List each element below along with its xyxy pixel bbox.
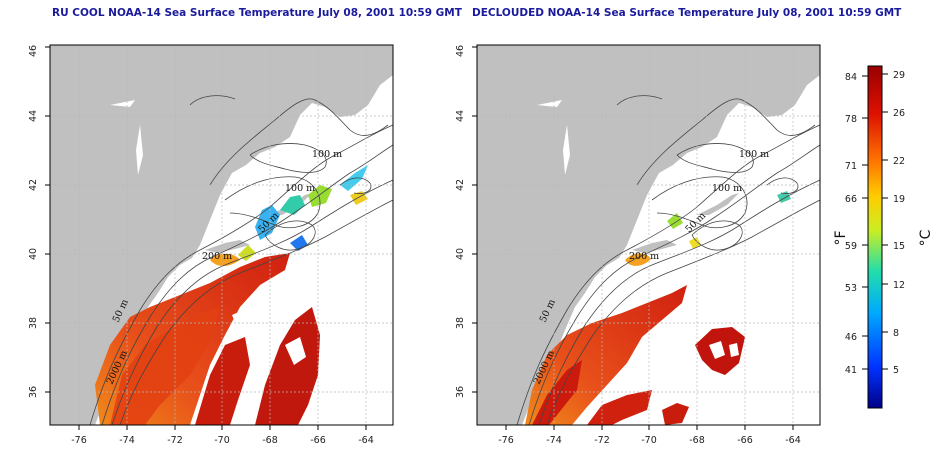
y-tick-label: 46 <box>28 45 39 57</box>
y-tick-label: 40 <box>455 248 466 260</box>
celsius-tick: 8 <box>893 328 899 339</box>
celsius-tick: 19 <box>893 194 905 205</box>
contour-label: 200 m <box>202 251 232 262</box>
fahrenheit-tick: 71 <box>845 161 857 172</box>
contour-label: 100 m <box>739 149 769 160</box>
x-tick-label: -76 <box>71 435 87 446</box>
y-tick-label: 38 <box>455 317 466 329</box>
x-tick-label: -70 <box>214 435 230 446</box>
y-tick-label: 42 <box>28 179 39 191</box>
colorbar-gradient <box>867 65 883 409</box>
celsius-tick: 12 <box>893 280 905 291</box>
x-tick-labels: -76 -74 -72 -70 -68 -66 -64 <box>71 435 374 446</box>
y-tick-label: 36 <box>455 386 466 398</box>
fahrenheit-tick: 59 <box>845 241 857 252</box>
x-tick-label: -66 <box>310 435 326 446</box>
fahrenheit-tick: 84 <box>845 72 857 83</box>
x-tick-label: -74 <box>119 435 135 446</box>
celsius-tick: 26 <box>893 108 905 119</box>
y-tick-label: 42 <box>455 179 466 191</box>
celsius-tick: 15 <box>893 241 905 252</box>
lon-gridlines <box>78 45 367 425</box>
lon-gridlines <box>505 45 794 425</box>
y-tick-label: 40 <box>28 248 39 260</box>
fahrenheit-tick: 46 <box>845 332 857 343</box>
contour-label: 100 m <box>712 183 742 194</box>
x-tick-label: -76 <box>498 435 514 446</box>
y-tick-labels: 36 38 40 42 44 46 <box>455 45 466 398</box>
fahrenheit-unit-label: °F <box>833 230 849 245</box>
x-tick-label: -74 <box>546 435 562 446</box>
x-tick-label: -64 <box>358 435 374 446</box>
x-tick-label: -72 <box>167 435 183 446</box>
panel-right-title: DECLOUDED NOAA-14 Sea Surface Temperatur… <box>472 7 902 19</box>
left-map-panel: 100 m 100 m 50 m 200 m 50 m 2000 m -76 -… <box>28 44 394 446</box>
celsius-tick: 29 <box>893 70 905 81</box>
fahrenheit-tick: 66 <box>845 194 857 205</box>
contour-label: 100 m <box>285 183 315 194</box>
x-tick-label: -72 <box>594 435 610 446</box>
x-tick-label: -68 <box>689 435 705 446</box>
x-tick-labels: -76 -74 -72 -70 -68 -66 -64 <box>498 435 801 446</box>
contour-label: 100 m <box>312 149 342 160</box>
y-tick-label: 44 <box>28 110 39 122</box>
lat-gridlines <box>477 46 820 393</box>
celsius-tick: 5 <box>893 365 899 376</box>
x-tick-label: -68 <box>262 435 278 446</box>
y-tick-label: 36 <box>28 386 39 398</box>
celsius-unit-label: °C <box>918 229 934 246</box>
y-tick-label: 38 <box>28 317 39 329</box>
y-tick-label: 46 <box>455 45 466 57</box>
celsius-tick: 22 <box>893 156 905 167</box>
colorbar: 84 78 71 66 59 53 46 41 29 26 22 19 15 1… <box>833 65 934 409</box>
x-tick-label: -70 <box>641 435 657 446</box>
x-tick-label: -66 <box>737 435 753 446</box>
panel-left-title: RU COOL NOAA-14 Sea Surface Temperature … <box>52 7 462 19</box>
contour-label: 200 m <box>629 251 659 262</box>
lat-gridlines <box>50 46 393 393</box>
x-tick-label: -64 <box>785 435 801 446</box>
y-tick-label: 44 <box>455 110 466 122</box>
fahrenheit-tick: 41 <box>845 365 857 376</box>
fahrenheit-tick: 78 <box>845 114 857 125</box>
fahrenheit-tick: 53 <box>845 283 857 294</box>
right-map-panel: 100 m 100 m 50 m 200 m 50 m 2000 m -76 -… <box>455 44 821 446</box>
y-tick-labels: 36 38 40 42 44 46 <box>28 45 39 398</box>
